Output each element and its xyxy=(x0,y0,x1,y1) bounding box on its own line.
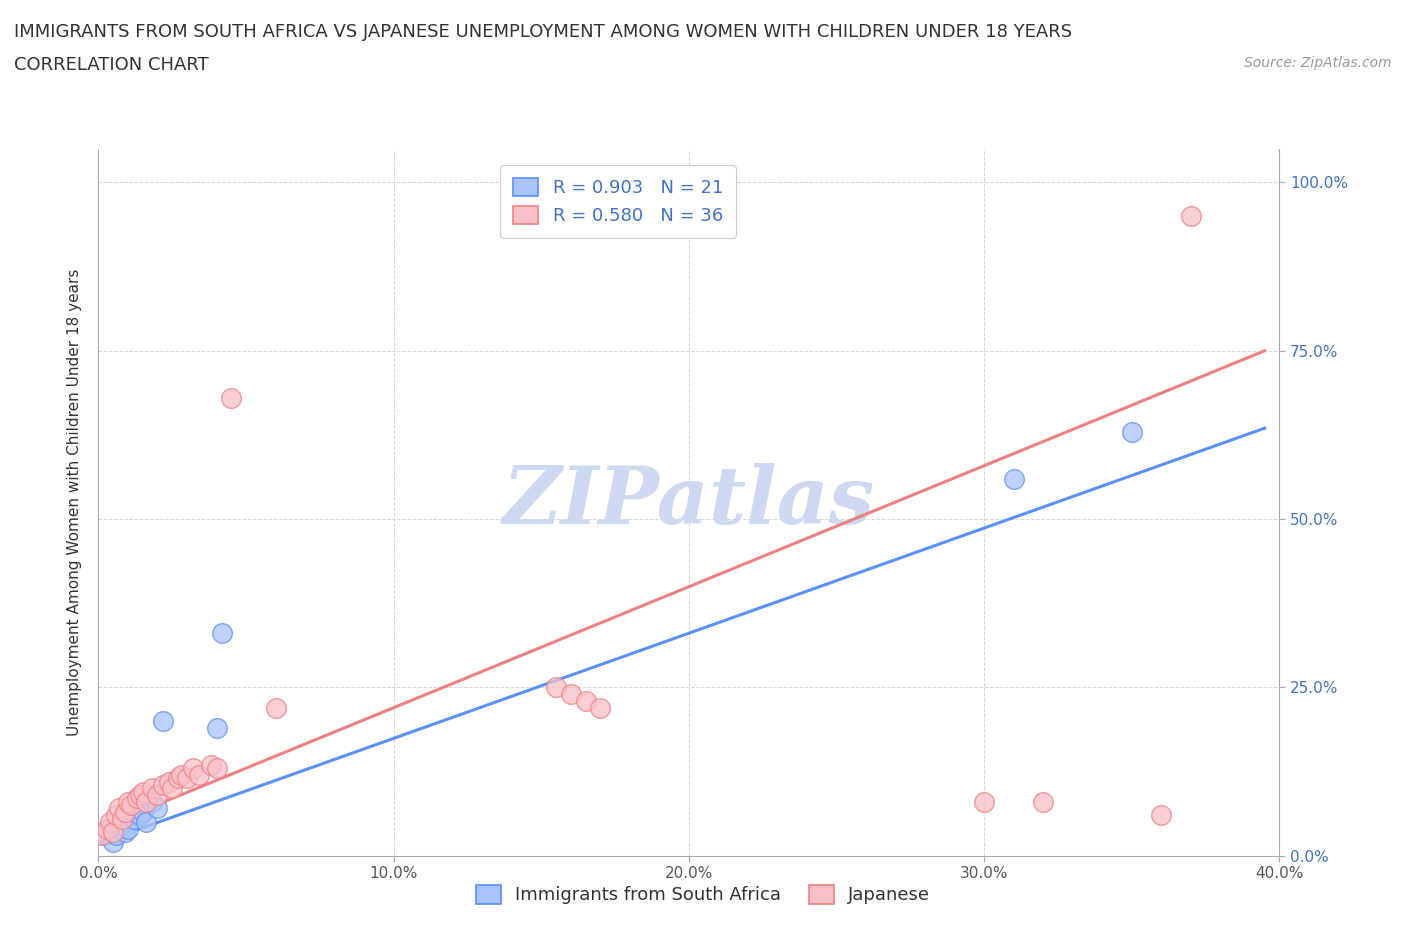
Point xyxy=(1032,794,1054,809)
Point xyxy=(103,825,125,840)
Point xyxy=(187,767,209,782)
Point xyxy=(1002,472,1025,486)
Point xyxy=(128,788,150,803)
Point xyxy=(264,700,287,715)
Point xyxy=(114,804,136,819)
Point xyxy=(181,761,204,776)
Point xyxy=(211,626,233,641)
Legend: Immigrants from South Africa, Japanese: Immigrants from South Africa, Japanese xyxy=(468,878,938,911)
Point xyxy=(167,771,190,786)
Text: ZIPatlas: ZIPatlas xyxy=(503,463,875,541)
Point xyxy=(1121,424,1143,439)
Point xyxy=(98,815,121,830)
Point xyxy=(141,794,163,809)
Point xyxy=(105,808,128,823)
Point xyxy=(205,720,228,735)
Text: Source: ZipAtlas.com: Source: ZipAtlas.com xyxy=(1244,56,1392,70)
Point xyxy=(108,817,131,832)
Point xyxy=(170,767,193,782)
Point xyxy=(135,815,157,830)
Point xyxy=(219,391,242,405)
Point xyxy=(546,680,568,695)
Point xyxy=(132,804,155,819)
Point xyxy=(1150,808,1173,823)
Point xyxy=(141,781,163,796)
Point xyxy=(90,828,112,843)
Point xyxy=(146,801,169,816)
Point xyxy=(105,828,128,843)
Text: IMMIGRANTS FROM SOUTH AFRICA VS JAPANESE UNEMPLOYMENT AMONG WOMEN WITH CHILDREN : IMMIGRANTS FROM SOUTH AFRICA VS JAPANESE… xyxy=(14,23,1073,41)
Point xyxy=(125,790,148,805)
Point xyxy=(162,781,183,796)
Point xyxy=(122,811,145,826)
Point xyxy=(117,794,139,809)
Point xyxy=(125,801,148,816)
Point xyxy=(973,794,995,809)
Point xyxy=(205,761,228,776)
Point xyxy=(132,784,155,799)
Point xyxy=(108,801,131,816)
Point xyxy=(1180,208,1202,223)
Point xyxy=(128,808,150,823)
Point xyxy=(574,694,596,709)
Text: CORRELATION CHART: CORRELATION CHART xyxy=(14,56,209,73)
Point xyxy=(120,798,142,813)
Point xyxy=(117,821,139,836)
Point xyxy=(152,713,174,728)
Point xyxy=(157,774,180,789)
Point xyxy=(93,828,115,843)
Point xyxy=(114,825,136,840)
Point xyxy=(200,757,222,772)
Legend: R = 0.903   N = 21, R = 0.580   N = 36: R = 0.903 N = 21, R = 0.580 N = 36 xyxy=(501,165,735,238)
Point xyxy=(111,815,134,830)
Point xyxy=(152,777,174,792)
Y-axis label: Unemployment Among Women with Children Under 18 years: Unemployment Among Women with Children U… xyxy=(67,269,83,736)
Point xyxy=(111,811,134,826)
Point xyxy=(146,788,169,803)
Point xyxy=(120,808,142,823)
Point xyxy=(176,771,198,786)
Point xyxy=(103,835,125,850)
Point xyxy=(96,821,118,836)
Point xyxy=(589,700,612,715)
Point xyxy=(135,794,157,809)
Point xyxy=(560,686,582,701)
Point xyxy=(98,821,121,836)
